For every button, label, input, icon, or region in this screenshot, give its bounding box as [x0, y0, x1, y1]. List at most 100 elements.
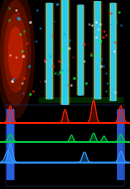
- FancyBboxPatch shape: [94, 1, 101, 99]
- Point: [90, 51, 92, 54]
- FancyBboxPatch shape: [60, 0, 70, 105]
- Point: [118, 11, 120, 14]
- Point: [68, 46, 70, 49]
- FancyBboxPatch shape: [111, 3, 115, 101]
- Point: [113, 49, 115, 52]
- Ellipse shape: [0, 0, 35, 119]
- Point: [85, 82, 87, 85]
- FancyBboxPatch shape: [47, 3, 52, 99]
- Point: [44, 59, 46, 62]
- FancyBboxPatch shape: [39, 97, 124, 103]
- Point: [88, 22, 90, 25]
- Point: [44, 80, 46, 83]
- Point: [106, 81, 108, 84]
- Point: [39, 26, 41, 29]
- Point: [105, 72, 107, 75]
- Point: [56, 3, 58, 6]
- Point: [97, 28, 99, 31]
- FancyBboxPatch shape: [93, 1, 102, 99]
- Point: [51, 35, 53, 38]
- FancyBboxPatch shape: [45, 3, 54, 99]
- Point: [83, 59, 85, 62]
- Point: [102, 65, 104, 68]
- Point: [57, 72, 59, 75]
- Point: [59, 70, 61, 74]
- Point: [90, 54, 92, 57]
- Point: [61, 69, 63, 72]
- Point: [95, 20, 97, 23]
- Point: [18, 18, 20, 21]
- Point: [90, 23, 93, 26]
- Point: [18, 87, 20, 90]
- Point: [103, 29, 105, 33]
- Point: [96, 53, 98, 56]
- Point: [8, 6, 10, 9]
- FancyBboxPatch shape: [60, 0, 70, 105]
- Point: [99, 39, 101, 42]
- FancyBboxPatch shape: [78, 5, 84, 95]
- FancyBboxPatch shape: [117, 109, 125, 180]
- FancyBboxPatch shape: [109, 3, 117, 101]
- Ellipse shape: [4, 13, 27, 93]
- Point: [114, 91, 116, 94]
- Point: [17, 11, 19, 14]
- Point: [25, 42, 28, 45]
- Point: [95, 35, 97, 38]
- Point: [36, 8, 38, 11]
- FancyBboxPatch shape: [6, 109, 14, 180]
- Point: [15, 8, 17, 11]
- Point: [114, 40, 116, 43]
- Point: [22, 92, 24, 95]
- FancyBboxPatch shape: [92, 1, 103, 99]
- Point: [32, 90, 34, 93]
- Point: [44, 59, 46, 62]
- Point: [17, 16, 19, 19]
- Point: [100, 64, 102, 67]
- Point: [68, 38, 70, 41]
- Point: [66, 70, 68, 73]
- FancyBboxPatch shape: [95, 1, 100, 99]
- Ellipse shape: [8, 26, 23, 79]
- Point: [53, 19, 55, 22]
- Point: [83, 43, 85, 46]
- FancyBboxPatch shape: [117, 109, 125, 180]
- Point: [102, 36, 104, 39]
- Point: [21, 82, 23, 85]
- Point: [51, 64, 54, 67]
- Point: [49, 54, 51, 57]
- Point: [28, 65, 31, 68]
- Point: [70, 83, 72, 86]
- FancyBboxPatch shape: [46, 3, 53, 99]
- Point: [62, 48, 64, 51]
- Point: [54, 72, 56, 75]
- FancyBboxPatch shape: [117, 109, 125, 180]
- Point: [35, 40, 37, 43]
- Point: [105, 89, 107, 92]
- FancyBboxPatch shape: [78, 5, 83, 95]
- Point: [115, 20, 117, 23]
- Point: [100, 58, 102, 61]
- Point: [79, 60, 81, 63]
- FancyBboxPatch shape: [6, 109, 14, 180]
- Point: [58, 59, 60, 62]
- Point: [23, 77, 25, 80]
- Point: [72, 55, 74, 58]
- Point: [110, 12, 112, 15]
- FancyBboxPatch shape: [62, 0, 68, 105]
- Point: [19, 32, 21, 35]
- Point: [11, 79, 13, 82]
- Point: [67, 84, 69, 87]
- Point: [73, 77, 75, 80]
- Point: [8, 18, 10, 21]
- Point: [12, 77, 14, 80]
- FancyBboxPatch shape: [44, 3, 54, 99]
- FancyBboxPatch shape: [110, 3, 116, 101]
- Ellipse shape: [0, 0, 31, 106]
- Point: [29, 92, 31, 95]
- Point: [15, 55, 17, 58]
- Point: [21, 50, 23, 53]
- Point: [9, 53, 11, 56]
- Point: [39, 79, 41, 82]
- FancyBboxPatch shape: [77, 5, 84, 95]
- Point: [63, 33, 65, 36]
